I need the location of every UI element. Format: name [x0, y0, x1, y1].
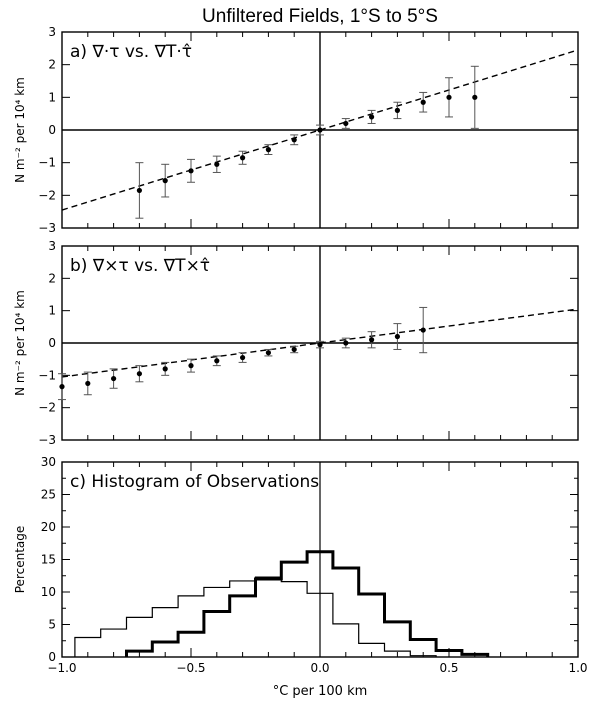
y-tick-label: 2 [48, 58, 56, 72]
y-tick-label: 15 [41, 553, 56, 567]
y-tick-label: 1 [48, 90, 56, 104]
panel-title: a) ∇·τ vs. ∇T·τ̂ [70, 42, 192, 62]
data-point [265, 147, 271, 153]
x-tick-label: 1.0 [568, 661, 587, 675]
data-point [369, 337, 375, 343]
data-point [111, 375, 117, 382]
data-point [162, 178, 168, 184]
data-point [394, 107, 400, 113]
data-point [85, 380, 91, 387]
data-point [446, 94, 452, 100]
y-tick-label: 1 [48, 304, 56, 318]
data-point [265, 350, 271, 356]
data-point [394, 333, 400, 340]
data-point [317, 342, 323, 348]
y-tick-label: 3 [48, 25, 56, 39]
data-point [317, 127, 323, 133]
panel-title: c) Histogram of Observations [70, 472, 319, 492]
data-point [472, 94, 478, 100]
y-tick-label: 3 [48, 239, 56, 253]
y-tick-label: 0 [48, 123, 56, 137]
data-point [420, 327, 426, 333]
y-tick-label: 10 [41, 585, 56, 599]
y-axis-label: N m⁻² per 10⁴ km [13, 290, 27, 396]
data-point [420, 99, 426, 105]
y-tick-label: 25 [41, 488, 56, 502]
data-point [136, 187, 142, 194]
histogram-thick [125, 550, 490, 657]
x-tick-label: −1.0 [47, 661, 76, 675]
data-point [188, 363, 194, 369]
data-point [291, 137, 297, 143]
data-point [188, 168, 194, 174]
data-point [214, 358, 220, 364]
data-point [343, 340, 349, 346]
data-point [291, 346, 297, 353]
y-tick-label: −1 [38, 156, 56, 170]
y-tick-label: 20 [41, 520, 56, 534]
y-tick-label: 2 [48, 271, 56, 285]
x-tick-label: −0.5 [176, 661, 205, 675]
x-tick-label: 0.5 [439, 661, 458, 675]
y-tick-label: −2 [38, 188, 56, 202]
y-axis-label: N m⁻² per 10⁴ km [13, 77, 27, 183]
y-tick-label: −1 [38, 368, 56, 382]
data-point [343, 120, 349, 127]
data-point [136, 371, 142, 377]
data-point [162, 366, 168, 372]
y-tick-label: 0 [48, 336, 56, 350]
data-point [369, 114, 375, 120]
panel-a: −3 −2 −1 0 1 2 3 N m⁻² per 10⁴ km a) ∇·τ vs. ∇T·… [13, 25, 579, 235]
x-tick-label: 0.0 [310, 661, 329, 675]
y-tick-label: −3 [38, 433, 56, 447]
y-tick-label: 5 [48, 618, 56, 632]
y-tick-label: −2 [38, 401, 56, 415]
panel-title: b) ∇×τ vs. ∇T×τ̂ [70, 256, 210, 276]
y-tick-label: −3 [38, 221, 56, 235]
data-point [240, 354, 246, 361]
y-tick-label: 30 [41, 455, 56, 469]
y-tick-label: 0 [48, 650, 56, 664]
data-point [240, 155, 246, 161]
panel-b: −3 −2 −1 0 1 2 3 N m⁻² per 10⁴ km b) ∇×τ vs. ∇T×… [13, 239, 579, 447]
data-point [214, 161, 220, 167]
panel-c: −1.0 −0.5 0.0 0.5 1.0 0 5 10 15 20 25 30 Percentage c… [13, 455, 588, 699]
data-point [59, 384, 65, 390]
x-axis-label: °C per 100 km [273, 684, 368, 699]
figure-title: Unfiltered Fields, 1°S to 5°S [202, 6, 438, 27]
y-axis-label: Percentage [13, 526, 27, 594]
